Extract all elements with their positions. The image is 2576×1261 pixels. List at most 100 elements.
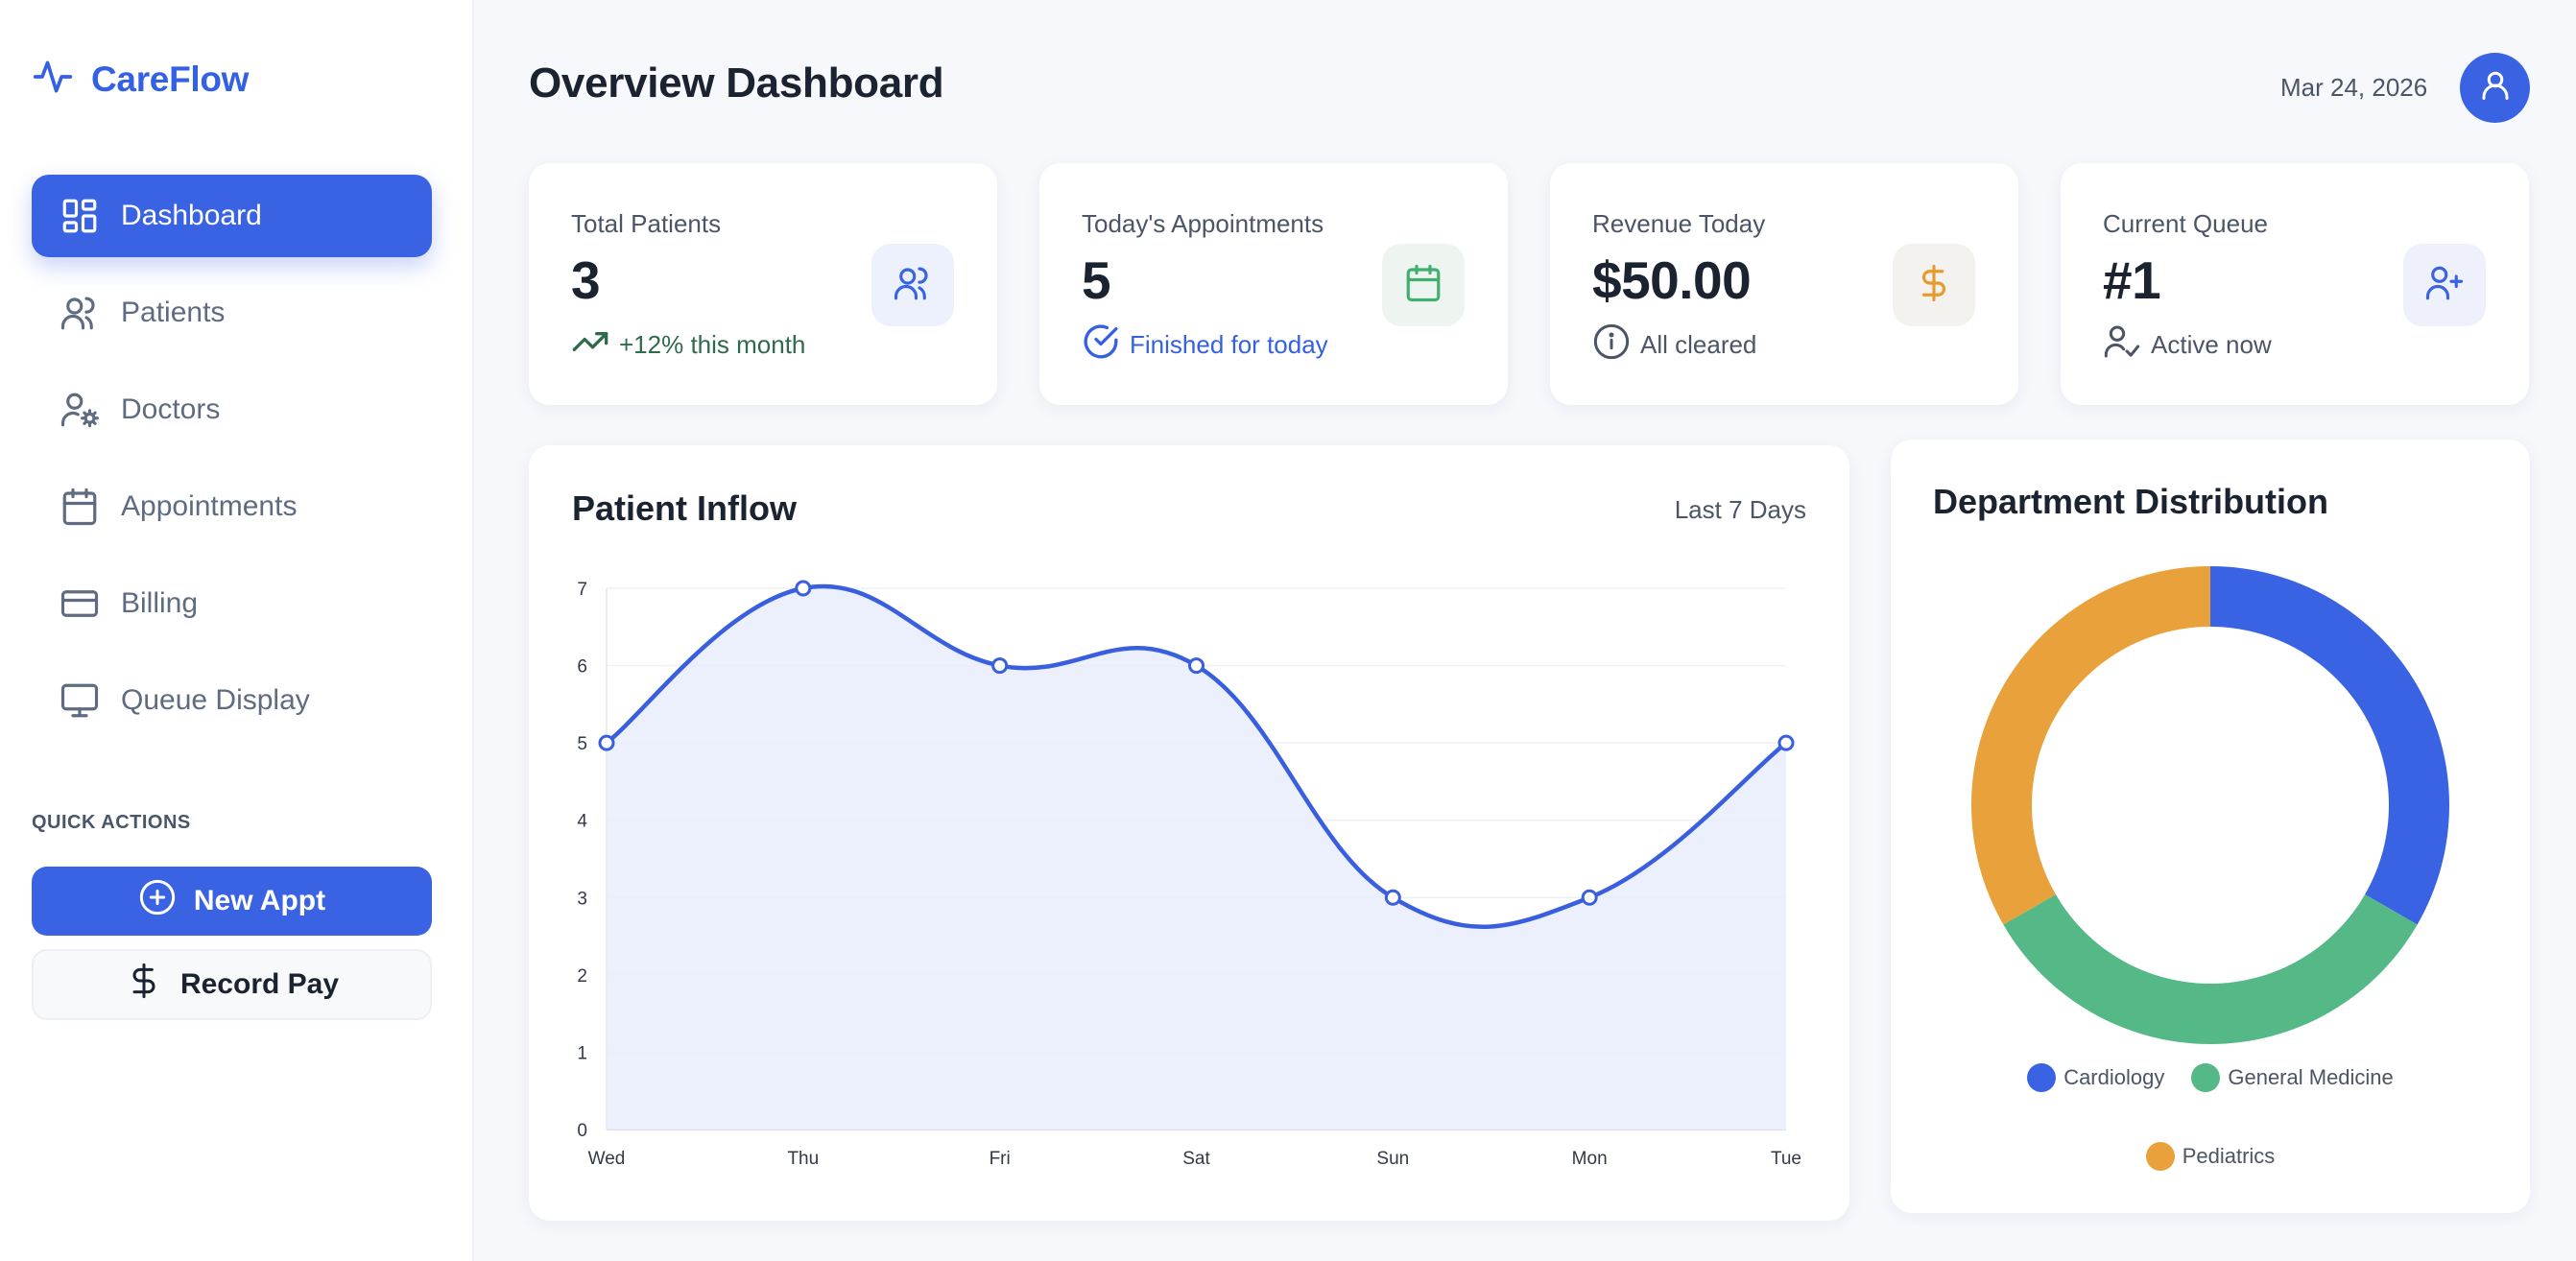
y-tick-label: 1	[577, 1043, 587, 1063]
trending-up-icon	[571, 322, 619, 368]
avatar[interactable]	[2460, 53, 2530, 123]
stat-value: 3	[571, 250, 601, 310]
x-tick-label: Thu	[787, 1149, 819, 1169]
quick-actions-title: QUICK ACTIONS	[32, 812, 191, 833]
y-tick-label: 5	[577, 734, 587, 754]
dashboard-icon	[60, 196, 100, 236]
record-pay-label: Record Pay	[179, 968, 340, 1000]
dollar-icon	[1914, 263, 1954, 308]
series-area	[607, 585, 1786, 1130]
sidebar-item-doctors[interactable]: Doctors	[32, 369, 432, 451]
x-tick-label: Fri	[990, 1149, 1011, 1169]
calendar-icon	[60, 487, 100, 527]
stat-card-appointments: Today's Appointments 5 Finished for toda…	[1039, 163, 1508, 405]
data-point[interactable]	[1384, 889, 1401, 906]
y-tick-label: 2	[577, 966, 587, 987]
stat-title: Total Patients	[571, 209, 722, 238]
legend-label: Cardiology	[2063, 1065, 2165, 1089]
sidebar-item-queue-display[interactable]: Queue Display	[32, 659, 432, 742]
sidebar-item-patients[interactable]: Patients	[32, 272, 432, 354]
users-icon	[60, 293, 100, 333]
sidebar-item-label: Doctors	[121, 393, 221, 425]
x-tick-label: Wed	[588, 1149, 626, 1169]
stat-tile	[1893, 244, 1975, 326]
sidebar-item-label: Billing	[121, 587, 199, 619]
x-tick-label: Sat	[1182, 1149, 1210, 1169]
donut-slice[interactable]	[2210, 566, 2449, 925]
stat-title: Revenue Today	[1592, 209, 1766, 238]
legend-label: General Medicine	[2228, 1065, 2394, 1089]
stat-subtext: Finished for today	[1082, 322, 1328, 368]
department-donut-chart	[1971, 566, 2449, 1044]
sidebar-item-label: Appointments	[121, 490, 298, 522]
sidebar-item-label: Dashboard	[121, 200, 262, 231]
stat-card-total-patients: Total Patients 3 +12% this month	[529, 163, 997, 405]
stat-value: 5	[1082, 250, 1111, 310]
x-tick-label: Sun	[1376, 1149, 1409, 1169]
sidebar-item-label: Patients	[121, 297, 226, 328]
dollar-icon	[125, 962, 180, 1008]
info-icon	[1592, 322, 1640, 368]
chart-title: Department Distribution	[1933, 482, 2329, 521]
stat-value: $50.00	[1592, 250, 1752, 310]
sidebar-item-appointments[interactable]: Appointments	[32, 465, 432, 548]
legend-label: Pediatrics	[2182, 1144, 2276, 1168]
data-point[interactable]	[598, 734, 615, 751]
stat-value: #1	[2103, 250, 2161, 310]
x-tick-label: Mon	[1572, 1149, 1608, 1169]
user-plus-icon	[2424, 263, 2465, 308]
legend-item[interactable]: Pediatrics	[2145, 1142, 2276, 1171]
sidebar: CareFlow Dashboard Patients Doctors Appo…	[0, 0, 474, 1261]
new-appt-button[interactable]: New Appt	[32, 867, 432, 936]
user-check-icon	[2103, 322, 2151, 368]
patient-inflow-card: Patient Inflow Last 7 Days 0 1 2 3 4 5 6 7 Wed Th…	[529, 445, 1849, 1221]
user-icon	[2478, 68, 2513, 107]
stat-card-current-queue: Current Queue #1 Active now	[2061, 163, 2529, 405]
page-title: Overview Dashboard	[529, 59, 944, 107]
calendar-icon	[1403, 263, 1443, 308]
stat-tile	[1382, 244, 1465, 326]
chart-title: Patient Inflow	[572, 488, 797, 528]
y-tick-label: 7	[577, 580, 587, 600]
data-point[interactable]	[795, 580, 812, 597]
y-tick-label: 4	[577, 812, 587, 832]
sidebar-item-dashboard[interactable]: Dashboard	[32, 175, 432, 257]
sidebar-item-label: Queue Display	[121, 684, 310, 716]
stat-subtext-label: Active now	[2151, 330, 2272, 359]
check-circle-icon	[1082, 322, 1130, 368]
stat-subtext: All cleared	[1592, 322, 1756, 368]
activity-icon	[32, 56, 74, 103]
legend-swatch	[2191, 1063, 2221, 1092]
donut-slice[interactable]	[1971, 566, 2210, 925]
data-point[interactable]	[991, 657, 1009, 675]
stat-subtext: Active now	[2103, 322, 2272, 368]
legend-swatch	[2027, 1063, 2057, 1092]
y-tick-label: 3	[577, 889, 587, 909]
patient-inflow-chart: 0 1 2 3 4 5 6 7 Wed Thu Fri Sat Sun Mon Tue	[577, 580, 1801, 1169]
legend-swatch	[2145, 1142, 2175, 1171]
brand[interactable]: CareFlow	[32, 56, 249, 103]
current-date: Mar 24, 2026	[2280, 73, 2428, 102]
users-icon	[893, 263, 933, 308]
donut-slice[interactable]	[2003, 894, 2418, 1044]
stat-card-revenue: Revenue Today $50.00 All cleared	[1550, 163, 2018, 405]
brand-name: CareFlow	[91, 59, 250, 99]
data-point[interactable]	[1581, 889, 1598, 906]
legend-item[interactable]: Cardiology	[2027, 1063, 2164, 1092]
legend-item[interactable]: General Medicine	[2191, 1063, 2394, 1092]
chart-range-label[interactable]: Last 7 Days	[1674, 495, 1806, 524]
record-pay-button[interactable]: Record Pay	[32, 949, 432, 1020]
stat-subtext: +12% this month	[571, 322, 805, 368]
data-point[interactable]	[1777, 734, 1795, 751]
department-distribution-card: Department Distribution Cardiology Genera…	[1891, 440, 2530, 1213]
credit-card-icon	[60, 583, 100, 624]
stat-tile	[2403, 244, 2486, 326]
stat-subtext-label: All cleared	[1640, 330, 1757, 359]
x-tick-label: Tue	[1771, 1149, 1801, 1169]
data-point[interactable]	[1188, 657, 1205, 675]
chart-legend: Cardiology General Medicine Pediatrics	[1891, 1063, 2530, 1171]
sidebar-item-billing[interactable]: Billing	[32, 562, 432, 645]
monitor-icon	[60, 680, 100, 721]
stat-subtext-label: Finished for today	[1130, 330, 1328, 359]
plus-circle-icon	[138, 878, 194, 924]
